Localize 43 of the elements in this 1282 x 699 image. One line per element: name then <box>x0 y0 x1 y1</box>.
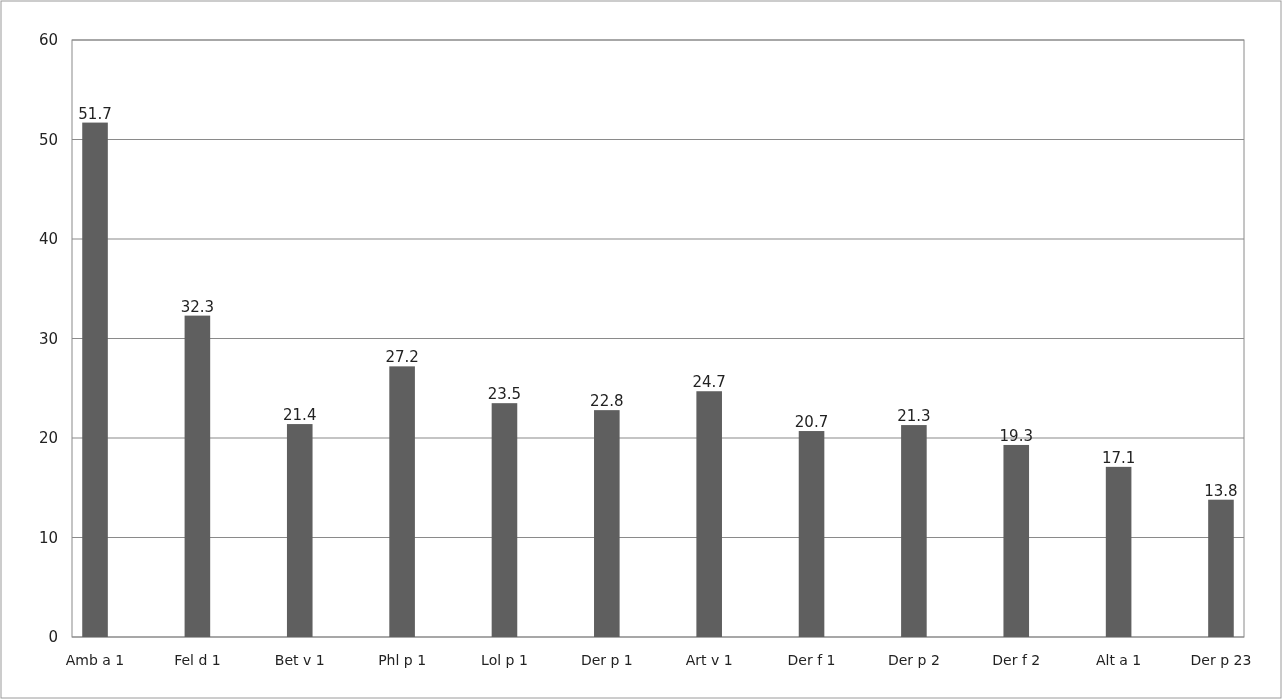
bar <box>1208 499 1234 637</box>
data-label: 51.7 <box>78 104 112 123</box>
data-label: 19.3 <box>999 426 1033 445</box>
bar <box>389 366 415 637</box>
bar <box>1003 444 1030 637</box>
data-label: 21.3 <box>897 407 931 426</box>
x-tick-label: Lol p 1 <box>481 652 528 668</box>
x-tick-label: Der f 2 <box>992 652 1041 668</box>
bar <box>184 315 211 637</box>
y-tick-label: 0 <box>48 628 58 647</box>
bar <box>696 391 722 637</box>
bar <box>491 403 518 637</box>
y-tick-label: 30 <box>38 329 58 348</box>
bar <box>594 410 620 637</box>
x-tick-label: Fel d 1 <box>174 652 221 668</box>
data-label: 20.7 <box>794 413 829 432</box>
y-tick-label: 40 <box>38 230 58 249</box>
x-tick-label: Der p 23 <box>1190 652 1252 668</box>
bar <box>286 424 313 637</box>
bar <box>798 431 825 637</box>
x-tick-label: Der p 1 <box>580 652 633 668</box>
y-tick-label: 50 <box>38 130 58 149</box>
data-label: 23.5 <box>487 385 522 404</box>
bar <box>1105 466 1132 637</box>
data-label: 21.4 <box>283 406 317 425</box>
data-label: 17.1 <box>1101 448 1136 467</box>
data-label: 13.8 <box>1204 481 1238 500</box>
x-tick-label: Der f 1 <box>787 652 836 668</box>
x-tick-label: Der p 2 <box>887 652 940 668</box>
y-tick-label: 60 <box>38 31 58 50</box>
x-tick-label: Alt a 1 <box>1095 652 1142 668</box>
x-tick-label: Amb a 1 <box>65 652 125 668</box>
data-label: 22.8 <box>590 392 624 411</box>
data-label: 32.3 <box>180 297 215 316</box>
y-tick-label: 20 <box>38 429 58 448</box>
bar <box>82 122 108 637</box>
data-label: 24.7 <box>692 373 726 392</box>
data-label: 27.2 <box>385 348 419 367</box>
x-tick-label: Bet v 1 <box>274 652 325 668</box>
x-tick-label: Art v 1 <box>685 652 733 668</box>
bar <box>901 425 927 637</box>
y-tick-label: 10 <box>38 528 58 547</box>
x-tick-label: Phl p 1 <box>378 652 427 668</box>
